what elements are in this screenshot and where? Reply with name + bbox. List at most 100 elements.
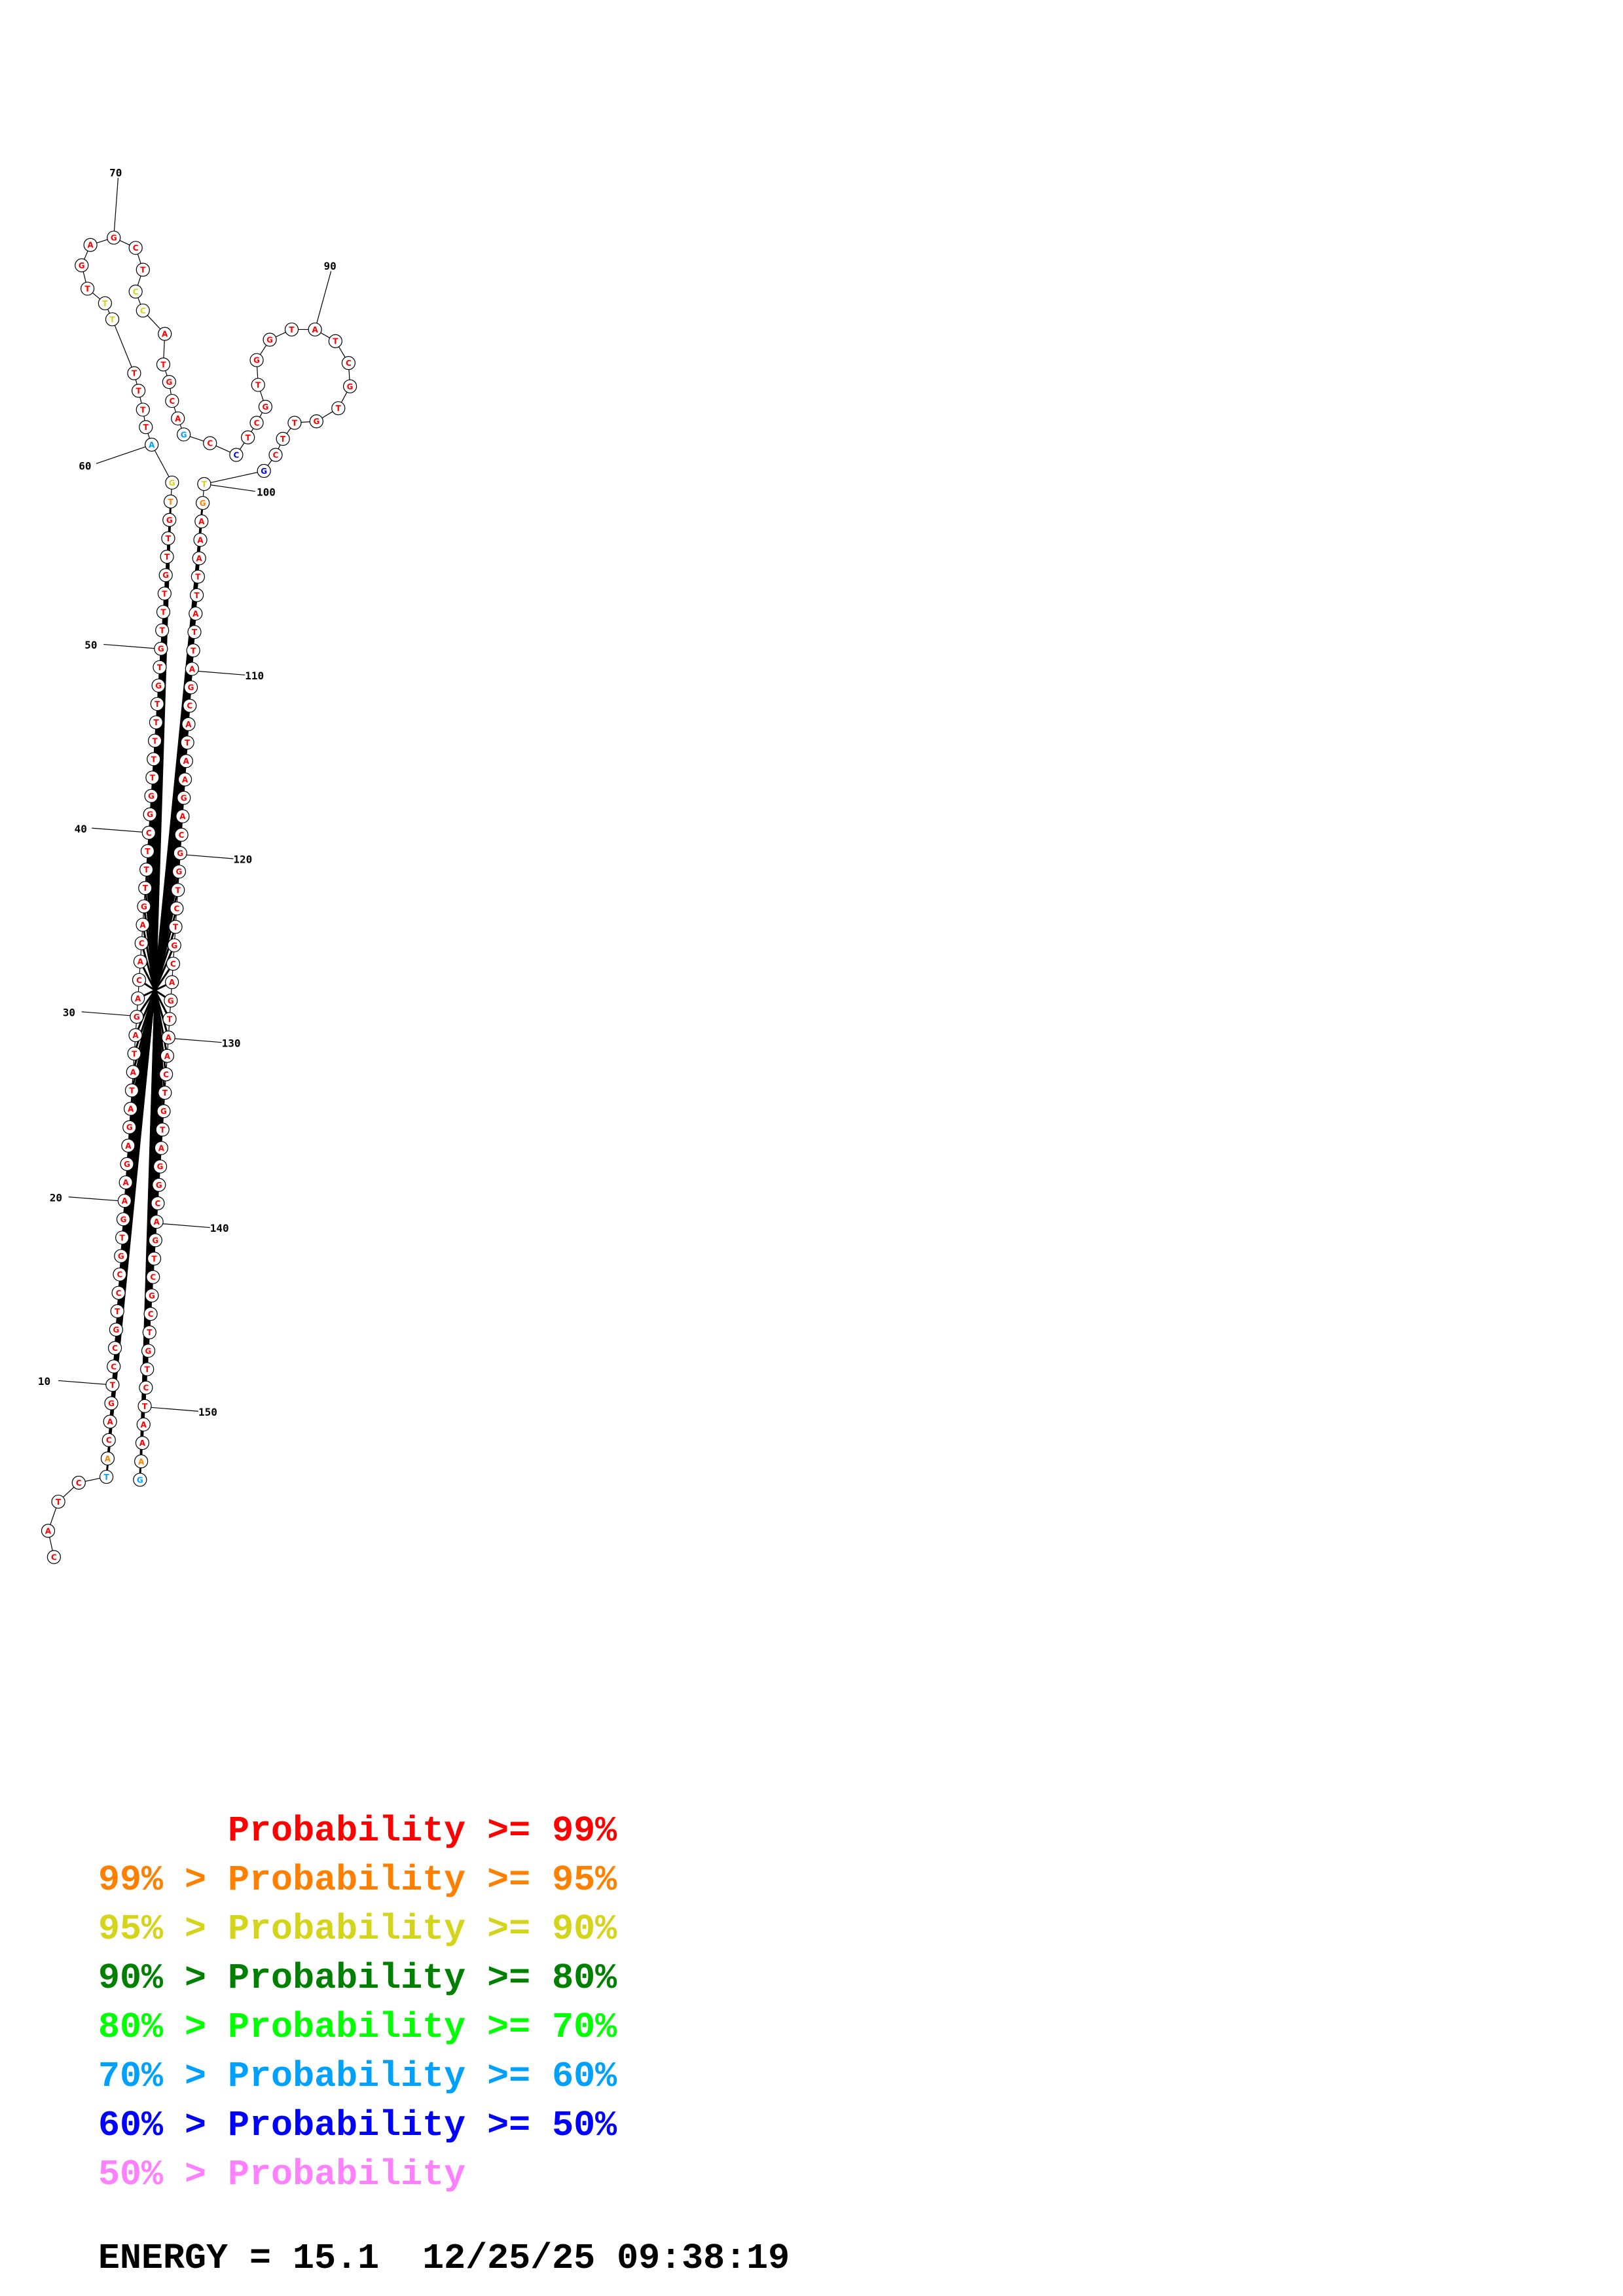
svg-text:G: G [108,1399,115,1408]
nucleotide: A [117,1194,132,1208]
nucleotide: G [133,1473,147,1487]
svg-text:T: T [157,663,163,672]
nucleotide: C [268,448,283,462]
legend-prefix: 95% > [98,1909,228,1950]
position-tick [113,177,119,238]
svg-text:G: G [176,867,183,876]
svg-text:T: T [109,315,115,324]
svg-text:C: C [187,702,192,711]
nucleotide: G [172,865,187,879]
svg-text:G: G [181,794,187,803]
position-tick [96,444,152,464]
legend-row: Probability >= 99% [98,1813,617,1849]
position-tick [81,1011,137,1017]
svg-text:G: G [160,1107,167,1116]
nucleotide: T [180,735,194,750]
svg-text:A: A [132,1031,139,1040]
svg-text:A: A [125,1141,132,1151]
nucleotide: T [147,1251,162,1266]
svg-text:T: T [160,626,166,636]
svg-text:C: C [150,1273,156,1282]
position-number: 110 [245,670,264,682]
svg-text:C: C [179,831,185,840]
svg-text:A: A [183,757,190,766]
nucleotide: G [104,1396,119,1410]
svg-text:C: C [170,960,176,969]
nucleotide: A [128,1028,143,1043]
svg-text:T: T [140,405,146,414]
svg-text:C: C [139,939,145,948]
nucleotide: G [154,641,168,656]
svg-text:G: G [79,261,85,270]
svg-text:G: G [155,681,162,691]
position-number: 40 [75,823,87,835]
position-tick [68,1196,126,1202]
legend-prefix [98,1810,228,1852]
legend-row: 70% > Probability >= 60% [98,2058,617,2094]
nucleotide: A [171,411,185,425]
position-number: 30 [63,1007,75,1019]
svg-text:T: T [280,435,286,444]
svg-text:T: T [147,1328,153,1337]
legend-row: 99% > Probability >= 95% [98,1862,617,1898]
svg-text:C: C [143,1384,149,1393]
svg-text:G: G [313,417,319,426]
svg-text:G: G [120,1215,127,1224]
svg-text:T: T [202,480,208,489]
svg-text:T: T [56,1498,62,1507]
svg-text:A: A [123,1178,130,1187]
nucleotide: A [103,1414,117,1429]
nucleotide: G [141,1344,156,1358]
nucleotide: G [249,353,264,367]
svg-text:T: T [144,865,150,874]
svg-text:T: T [102,299,108,308]
svg-text:T: T [160,360,166,369]
nucleotide: T [105,312,120,327]
svg-text:A: A [197,535,204,545]
nucleotide: A [193,533,208,547]
nucleotide: T [51,1494,65,1509]
nucleotide: C [229,448,244,462]
svg-text:T: T [140,266,146,275]
nucleotide: T [132,384,146,398]
nucleotide: A [308,322,322,337]
position-ticks: 10 20 30 40 50 60 70 90 100 110 120 130 140 150 [38,167,337,1418]
nucleotide: G [151,678,166,693]
svg-text:T: T [292,418,298,427]
nucleotide: C [158,1067,173,1082]
svg-text:A: A [162,330,168,339]
nucleotide: G [196,495,210,511]
nucleotide: G [164,994,178,1008]
nucleotide: C [113,1267,127,1282]
svg-text:T: T [195,573,201,582]
nucleotide: C [71,1475,86,1490]
nucleotide: T [150,696,164,711]
svg-text:C: C [207,439,213,448]
nucleotide: G [109,1322,124,1337]
nucleotide: C [151,1196,165,1211]
nucleotide: C [136,303,150,318]
svg-text:T: T [167,1014,173,1024]
svg-text:G: G [266,336,273,345]
nucleotide: A [100,1451,115,1465]
svg-text:G: G [126,1123,133,1132]
svg-text:A: A [141,1420,147,1429]
legend-text: Probability >= 95% [228,1859,617,1901]
svg-text:T: T [160,607,166,617]
nucleotide: C [107,1341,122,1355]
nucleotide: T [140,844,155,859]
svg-text:T: T [185,738,191,747]
svg-text:T: T [104,1473,110,1482]
legend-prefix: 90% > [98,1958,228,1999]
svg-text:G: G [157,1162,164,1172]
position-tick [204,483,255,492]
svg-text:G: G [200,499,206,508]
position-number: 120 [233,853,252,866]
svg-text:T: T [164,552,170,562]
nucleotide: T [251,378,265,392]
nucleotide: G [130,1009,144,1024]
nucleotide: T [140,1362,155,1376]
nucleotide: G [120,1157,134,1172]
nucleotide: T [139,420,153,435]
nucleotide: C [128,284,143,299]
